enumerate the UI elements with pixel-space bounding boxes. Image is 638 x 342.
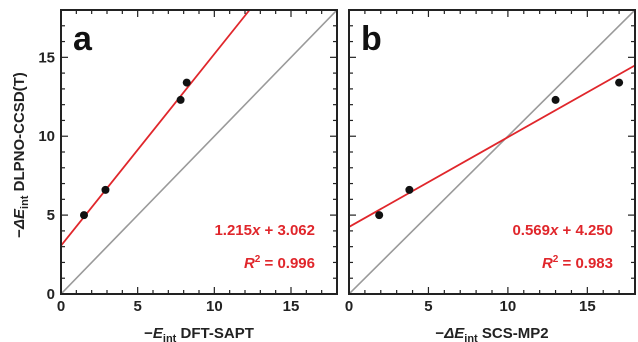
fit-line: [348, 64, 636, 228]
x-tick-label: 0: [345, 298, 353, 315]
x-tick-label: 5: [424, 298, 432, 315]
x-tick-label: 10: [206, 298, 223, 315]
fit-line: [60, 9, 251, 247]
y-tick-label: 10: [38, 128, 55, 145]
x-axis-title: −ΔEint SCS-MP2: [435, 325, 548, 342]
x-tick-label: 15: [283, 298, 300, 315]
plot-frame: [348, 9, 636, 295]
x-tick-label: 15: [579, 298, 596, 315]
panel-b: 0 5 10 15 −ΔEint SCS-MP2 b 0.569x + 4.250 R2 = …: [345, 9, 636, 342]
data-point: [375, 211, 384, 220]
y-tick-label: 15: [38, 49, 55, 66]
data-point: [551, 95, 560, 104]
data-point: [80, 211, 88, 220]
y-tick-label: 0: [47, 286, 55, 303]
y-axis-title: −ΔEint DLPNO-CCSD(T): [11, 72, 31, 238]
x-tick-label: 10: [500, 298, 517, 315]
identity-line: [349, 10, 635, 294]
data-point: [101, 185, 110, 194]
x-axis-title: −Eint DFT-SAPT: [144, 325, 254, 342]
panel-letter: b: [361, 20, 382, 58]
panel-a: 0 5 10 15 0 5 10 15 −Eint DFT-SAPT a 1.215x + 3.06…: [38, 9, 338, 342]
data-point: [405, 185, 414, 194]
x-tick-label: 0: [57, 298, 65, 315]
identity-line: [61, 10, 337, 294]
r-squared: R2 = 0.983: [542, 254, 613, 272]
fit-equation: 0.569x + 4.250: [512, 222, 613, 239]
data-point: [176, 95, 185, 104]
y-tick-label: 5: [47, 207, 55, 224]
plot-frame: [60, 9, 338, 295]
data-point: [615, 78, 624, 87]
data-point: [182, 78, 191, 87]
panel-letter: a: [73, 20, 93, 58]
fit-equation: 1.215x + 3.062: [214, 222, 315, 239]
x-tick-label: 5: [133, 298, 141, 315]
r-squared: R2 = 0.996: [244, 254, 315, 272]
